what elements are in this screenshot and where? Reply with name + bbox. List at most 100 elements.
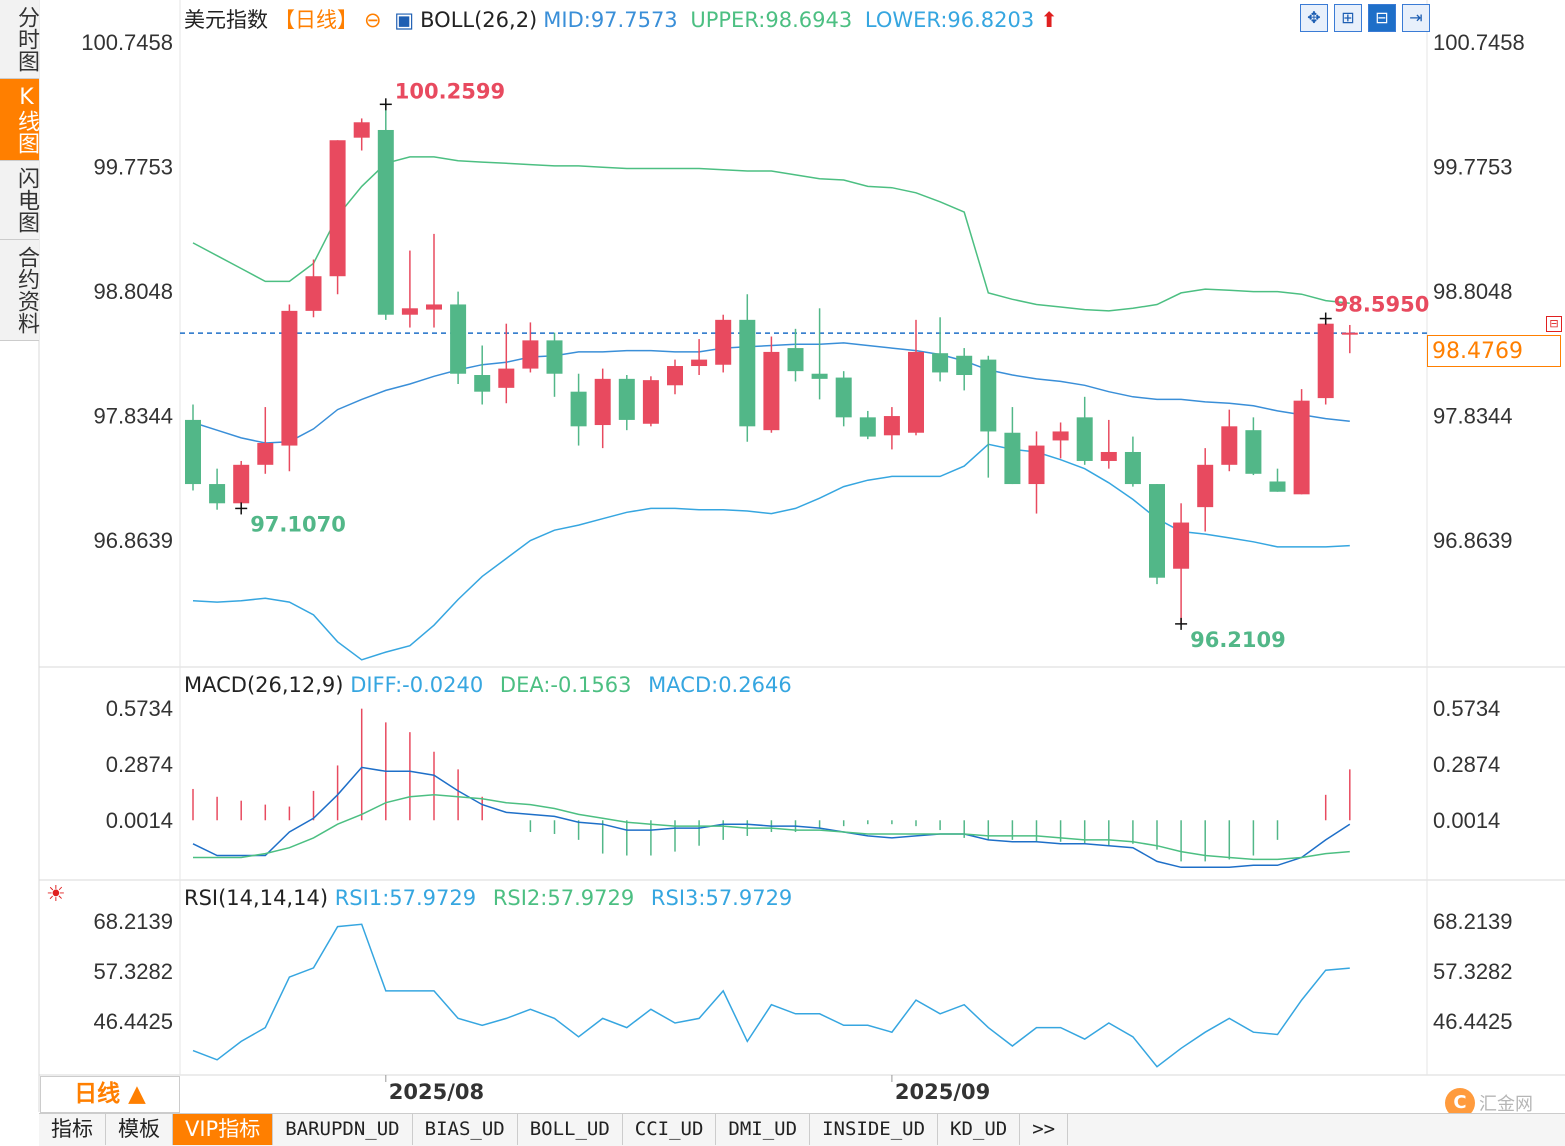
side-tab-timeshare[interactable]: 分时图: [0, 0, 39, 79]
side-tab-flash[interactable]: 闪电图: [0, 161, 39, 240]
price-tick-right: 100.7458: [1433, 30, 1525, 55]
last-high-annotation: 98.5950: [1334, 293, 1430, 317]
candle-body: [763, 351, 780, 431]
settings-icon[interactable]: ⊖: [364, 8, 382, 32]
candle-body: [209, 484, 226, 504]
price-tick-right: 96.8639: [1433, 528, 1513, 553]
chart-frame: [38, 0, 1565, 1112]
tab-more[interactable]: >>: [1020, 1114, 1069, 1145]
tab-templates[interactable]: 模板: [106, 1114, 173, 1145]
candle-body: [980, 359, 997, 432]
low-annotation-right: 96.2109: [1190, 628, 1286, 652]
tab-dmi[interactable]: DMI_UD: [716, 1114, 811, 1145]
price-tick-right: 97.8344: [1433, 403, 1513, 428]
boll-upper: UPPER:98.6943: [690, 8, 853, 32]
macd-header: MACD(26,12,9) DIFF:-0.0240 DEA:-0.1563 M…: [184, 673, 792, 697]
macd-diff-line: [192, 766, 1351, 869]
period-button[interactable]: 日线 ▲: [40, 1076, 180, 1113]
candle-body: [1221, 426, 1238, 465]
candle-body: [233, 464, 250, 504]
macd-tick-left: 0.0014: [106, 808, 173, 833]
candle-body: [1028, 445, 1045, 485]
candle-body: [498, 368, 515, 388]
tab-barupdn[interactable]: BARUPDN_UD: [273, 1114, 413, 1145]
macd-tick-left: 0.5734: [106, 696, 173, 721]
period-label[interactable]: 【日线】: [274, 8, 358, 32]
candle-body: [1004, 432, 1021, 485]
side-tabs: 分时图 K线图 闪电图 合约资料: [0, 0, 39, 341]
candle-body: [1317, 323, 1334, 399]
price-tick-right: 98.8048: [1433, 279, 1513, 304]
next-icon[interactable]: ⇥: [1402, 4, 1430, 32]
candle-body: [329, 140, 346, 277]
current-price-box: 98.4769: [1427, 335, 1561, 367]
rsi3-value: RSI3:57.9729: [650, 886, 793, 910]
candle-body: [450, 304, 467, 374]
candle-body: [811, 373, 828, 379]
candle-body: [353, 122, 370, 138]
tab-kd[interactable]: KD_UD: [938, 1114, 1021, 1145]
sun-icon[interactable]: ☀: [46, 882, 66, 907]
side-tab-kline[interactable]: K线图: [0, 79, 39, 161]
candle-body: [1052, 431, 1069, 441]
x-date-label: 2025/08: [389, 1080, 484, 1104]
crosshair-icon[interactable]: ✥: [1300, 4, 1328, 32]
macd-tick-right: 0.2874: [1433, 752, 1500, 777]
macd-value: MACD:0.2646: [648, 673, 792, 697]
macd-tick-right: 0.5734: [1433, 696, 1500, 721]
macd-tick-right: 0.0014: [1433, 808, 1500, 833]
tab-inside[interactable]: INSIDE_UD: [810, 1114, 939, 1145]
rsi-tick-right: 57.3282: [1433, 959, 1513, 984]
tab-boll[interactable]: BOLL_UD: [518, 1114, 623, 1145]
candle-body: [1100, 451, 1117, 461]
candle-body: [257, 443, 274, 465]
candle-body: [859, 417, 876, 437]
candles: [185, 104, 1358, 624]
rsi-tick-right: 46.4425: [1433, 1009, 1513, 1034]
candle-body: [474, 375, 491, 392]
macd-panel: [192, 708, 1351, 869]
candle-body: [522, 340, 539, 369]
candle-body: [618, 378, 635, 420]
main-header: 美元指数 【日线】 ⊖ ▣ BOLL(26,2) MID:97.7573 UPPER:9…: [184, 4, 1064, 34]
zoom-in-icon[interactable]: ⊞: [1334, 4, 1362, 32]
boll-name: BOLL(26,2): [420, 8, 538, 32]
logo-text: 汇金网: [1479, 1094, 1533, 1115]
candle-body: [1173, 522, 1190, 569]
candle-body: [305, 276, 322, 311]
annotations: 100.2599 97.1070 96.2109 98.5950: [235, 79, 1429, 652]
x-date-label: 2025/09: [895, 1080, 990, 1104]
candle-body: [835, 377, 852, 418]
candle-body: [642, 380, 659, 424]
tab-bias[interactable]: BIAS_UD: [413, 1114, 518, 1145]
indicator-icon[interactable]: ▣: [394, 8, 415, 32]
rsi-tick-left: 68.2139: [93, 909, 173, 934]
up-arrow-icon[interactable]: ⬆: [1040, 8, 1058, 32]
candle-body: [956, 355, 973, 376]
candle-body: [594, 378, 611, 426]
side-tab-contract[interactable]: 合约资料: [0, 240, 39, 341]
tab-indicators[interactable]: 指标: [39, 1114, 106, 1145]
alert-icon[interactable]: ⊟: [1546, 316, 1562, 332]
high-annotation: 100.2599: [395, 79, 505, 103]
candle-body: [1149, 484, 1165, 578]
rsi-tick-right: 68.2139: [1433, 909, 1513, 934]
candle-body: [1269, 481, 1286, 492]
candle-body: [715, 319, 732, 365]
candle-body: [401, 308, 418, 315]
candle-body: [691, 359, 708, 367]
candle-body: [908, 351, 924, 433]
rsi-name: RSI(14,14,14): [184, 886, 329, 910]
candle-body: [1124, 451, 1141, 485]
zoom-out-icon[interactable]: ⊟: [1368, 4, 1396, 32]
price-tick-left: 98.8048: [93, 279, 173, 304]
candle-body: [932, 353, 949, 373]
tab-cci[interactable]: CCI_UD: [623, 1114, 717, 1145]
rsi2-value: RSI2:57.9729: [492, 886, 635, 910]
candle-body: [739, 319, 756, 427]
macd-tick-left: 0.2874: [106, 752, 173, 777]
macd-diff: DIFF:-0.0240: [350, 673, 484, 697]
tab-vip-indicators[interactable]: VIP指标: [173, 1114, 274, 1145]
